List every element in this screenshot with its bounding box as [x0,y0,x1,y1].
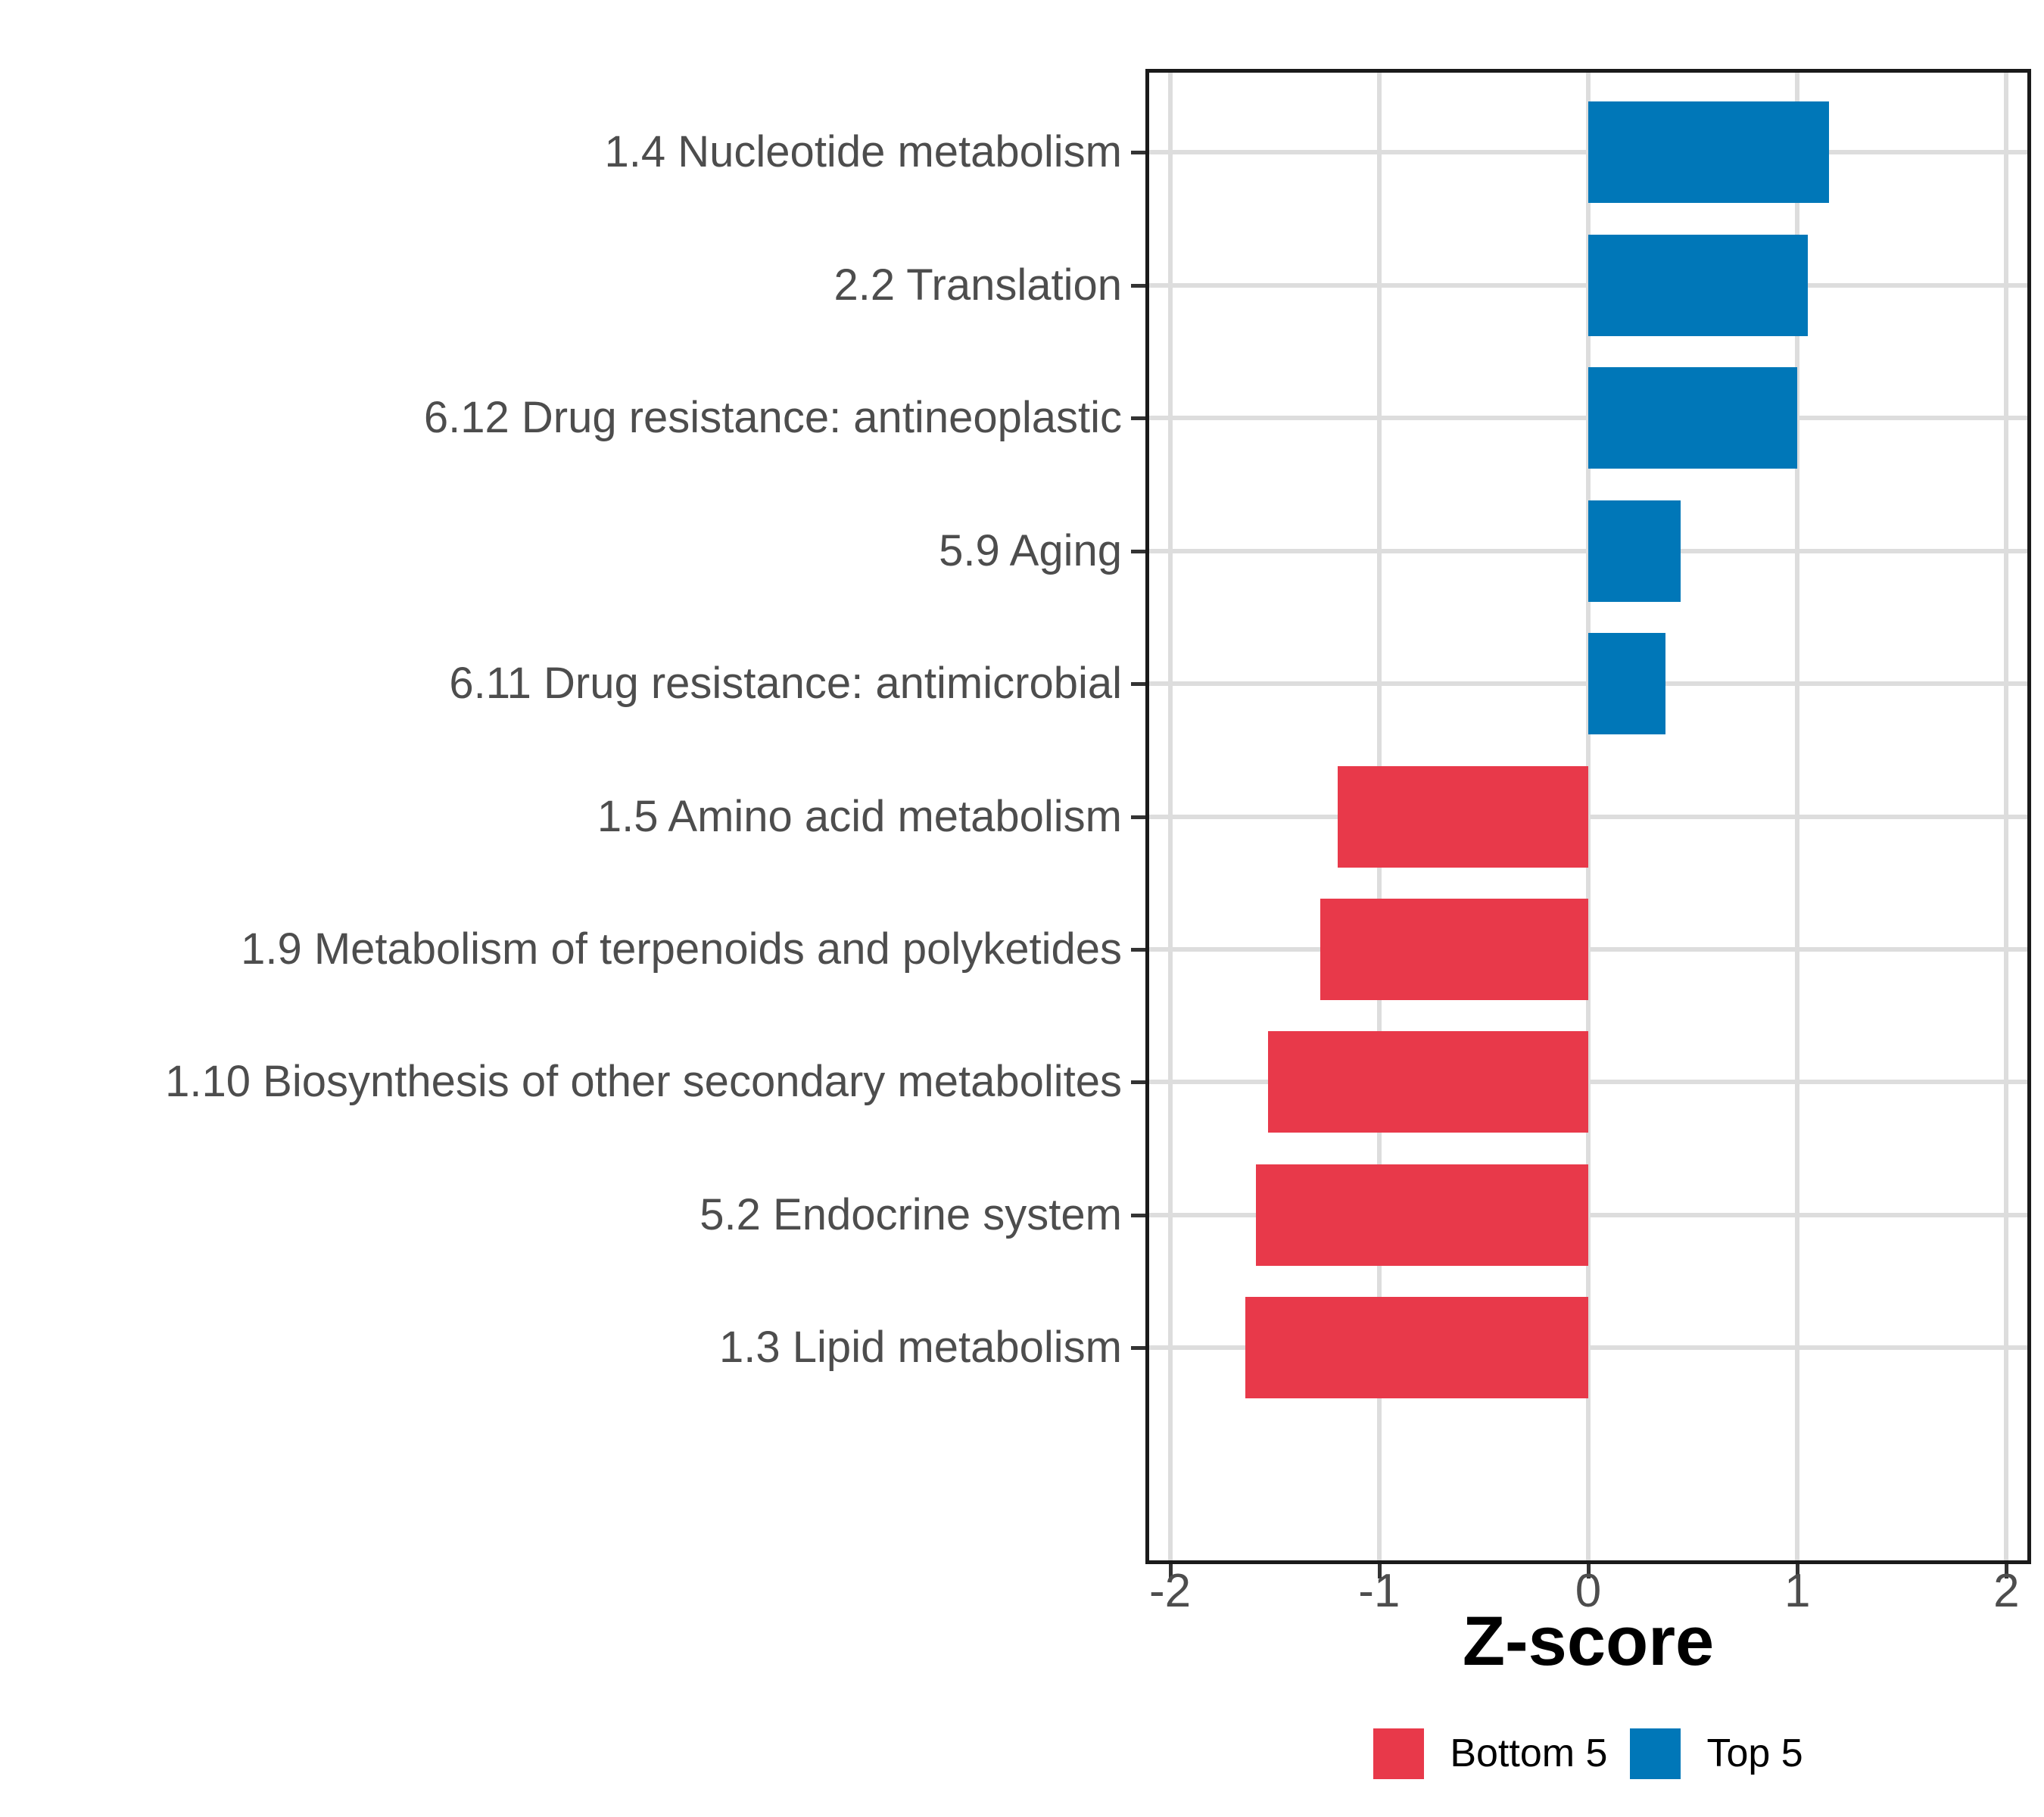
bar [1588,367,1798,469]
y-axis-label: 5.2 Endocrine system [700,1189,1122,1239]
x-tick-label: 0 [1575,1565,1602,1617]
y-axis-label: 6.12 Drug resistance: antineoplastic [423,393,1122,443]
y-axis-label: 6.11 Drug resistance: antimicrobial [449,659,1122,709]
legend-label: Bottom 5 [1450,1731,1608,1775]
bar [1255,1164,1588,1266]
gridline-y [1149,1345,2027,1351]
y-tick-mark [1131,151,1145,155]
x-tick-label: -2 [1149,1565,1192,1617]
y-axis-label: 1.10 Biosynthesis of other secondary met… [165,1057,1122,1107]
plot-panel [1145,69,2031,1564]
legend-item: Top 5 [1630,1728,1803,1779]
y-tick-mark [1131,815,1145,819]
y-axis-label: 2.2 Translation [833,260,1122,310]
x-tick-mark [1587,1564,1591,1579]
x-tick-mark [1796,1564,1800,1579]
legend-item: Bottom 5 [1373,1728,1607,1779]
y-tick-mark [1131,283,1145,288]
y-tick-mark [1131,416,1145,421]
y-tick-mark [1131,682,1145,687]
gridline-y [1149,1212,2027,1217]
y-tick-mark [1131,1346,1145,1351]
x-tick-label: -1 [1358,1565,1401,1617]
x-tick-label: 2 [1993,1565,2020,1617]
gridline-y [1149,946,2027,952]
y-axis-label: 1.4 Nucleotide metabolism [604,127,1122,177]
bar [1588,234,1808,336]
legend: Bottom 5 Top 5 [1145,1728,2031,1779]
legend-swatch-top5 [1630,1728,1681,1779]
bar [1337,765,1588,868]
bar [1245,1297,1588,1399]
legend-swatch-bottom5 [1373,1728,1425,1779]
y-tick-mark [1131,947,1145,952]
y-tick-mark [1131,1213,1145,1217]
bar [1588,500,1681,602]
x-tick-mark [1168,1564,1173,1579]
bar [1588,101,1829,204]
bar [1588,633,1666,735]
bar [1320,898,1588,1000]
y-axis-label: 1.9 Metabolism of terpenoids and polyket… [241,924,1122,974]
x-tick-mark [2005,1564,2009,1579]
x-tick-label: 1 [1784,1565,1811,1617]
y-axis-label: 1.3 Lipid metabolism [719,1323,1122,1373]
y-tick-mark [1131,1080,1145,1085]
y-axis-label: 1.5 Amino acid metabolism [597,791,1122,841]
gridline-y [1149,1080,2027,1085]
y-axis-label: 5.9 Aging [939,525,1122,575]
x-axis-title: Z-score [1462,1603,1715,1680]
x-tick-mark [1377,1564,1382,1579]
gridline-y [1149,814,2027,819]
legend-label: Top 5 [1706,1731,1803,1775]
bar [1268,1031,1588,1133]
y-tick-mark [1131,549,1145,553]
